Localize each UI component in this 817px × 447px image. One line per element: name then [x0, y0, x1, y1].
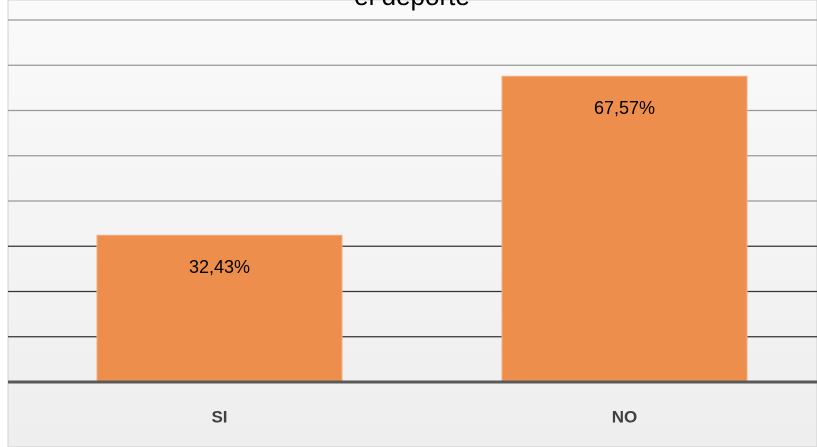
x-tick-label: NO [612, 407, 638, 426]
chart-title: el deporte [354, 0, 470, 11]
x-tick-label: SI [211, 407, 227, 426]
data-label: 32,43% [189, 257, 250, 277]
bar [96, 234, 343, 383]
data-label: 67,57% [594, 98, 655, 118]
bar [501, 75, 748, 383]
